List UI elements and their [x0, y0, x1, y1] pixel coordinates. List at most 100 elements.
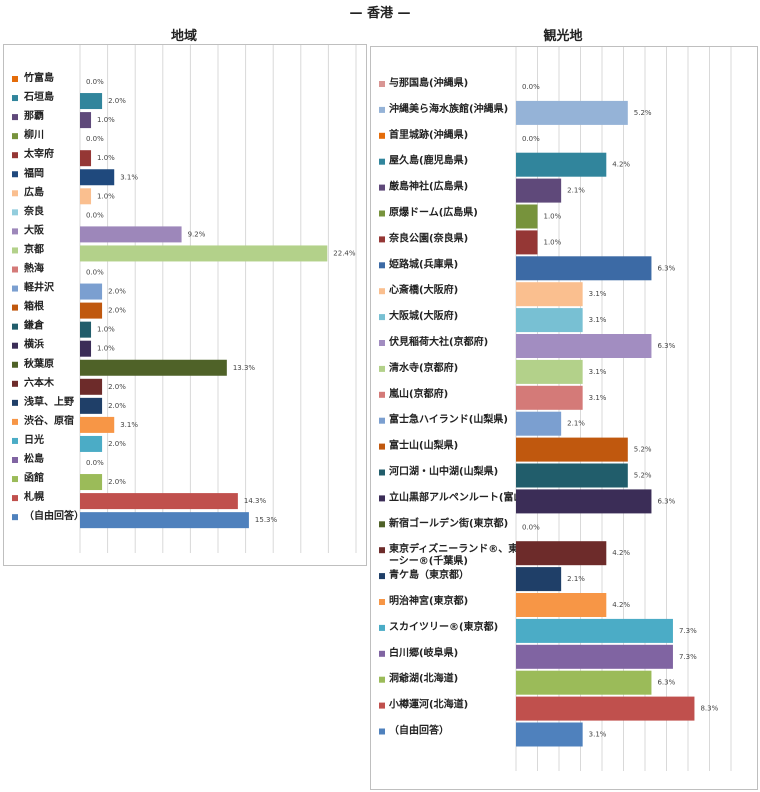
category-label: 秋葉原	[24, 357, 54, 370]
category-label: 浅草、上野	[24, 395, 74, 408]
legend-marker	[379, 340, 385, 346]
category-label: 日光	[24, 433, 44, 446]
value-label: 1.0%	[97, 116, 115, 124]
value-label: 5.2%	[634, 472, 652, 480]
legend-marker	[12, 380, 18, 387]
bar	[516, 100, 628, 125]
legend-marker	[12, 361, 18, 368]
bar	[516, 437, 628, 462]
bar	[516, 618, 673, 643]
bar	[516, 593, 607, 617]
value-label: 2.0%	[108, 288, 126, 296]
value-label: 3.1%	[589, 316, 607, 324]
category-label: 富士山(山梨県)	[389, 439, 458, 452]
category-label: 箱根	[24, 300, 44, 313]
left-chart-frame: 竹富島 0.0% 石垣島 2.0% 那覇 1.0% 柳川 0.0% 太宰府 1.0% 福岡 3.1% 広…	[3, 44, 367, 566]
bar	[516, 696, 695, 721]
value-label: 1.0%	[97, 192, 115, 200]
value-label: 4.2%	[612, 601, 630, 609]
value-label: 1.0%	[544, 213, 562, 221]
legend-marker	[379, 417, 385, 424]
bar	[516, 282, 583, 307]
value-label: 3.1%	[589, 731, 607, 739]
legend-marker	[379, 365, 385, 372]
legend-marker	[12, 133, 18, 140]
legend-marker	[379, 573, 385, 580]
legend-marker	[12, 399, 18, 406]
legend-marker	[379, 262, 385, 269]
category-label: 大阪城(大阪府)	[389, 309, 458, 322]
value-label: 3.1%	[589, 394, 607, 402]
category-label: 心斎橋(大阪府)	[389, 283, 458, 296]
bar	[80, 340, 92, 357]
legend-marker	[379, 210, 385, 217]
legend-marker	[12, 171, 18, 178]
category-label: 富士急ハイランド(山梨県)	[389, 413, 508, 426]
bar	[516, 308, 583, 333]
bar	[516, 204, 538, 229]
category-label: 柳川	[24, 128, 44, 141]
legend-marker	[379, 547, 385, 554]
category-label: 原爆ドーム(広島県)	[389, 206, 478, 219]
legend-marker	[379, 443, 385, 450]
right-chart-frame: 与那国島(沖縄県) 0.0% 沖縄美ら海水族館(沖縄県) 5.2% 首里城跡(沖縄県) 0…	[370, 46, 758, 790]
category-label: 札幌	[23, 490, 44, 503]
category-label: 渋谷、原宿	[24, 414, 74, 427]
value-label: 2.0%	[108, 440, 126, 448]
category-label: 嵐山(京都府)	[389, 387, 448, 400]
bar	[516, 334, 652, 358]
category-label: 石垣島	[23, 90, 54, 103]
bar	[80, 150, 92, 167]
category-label: 軽井沢	[24, 281, 55, 294]
legend-marker	[379, 314, 385, 321]
bar	[80, 397, 103, 414]
legend-marker	[379, 469, 385, 476]
legend-marker	[12, 209, 18, 216]
bar	[516, 489, 652, 514]
value-label: 0.0%	[86, 459, 104, 467]
value-label: 0.0%	[86, 269, 104, 277]
bar	[80, 378, 103, 395]
category-label: 広島	[24, 185, 44, 198]
category-label: 洞爺湖(北海道)	[389, 672, 458, 685]
category-label: 新宿ゴールデン街(東京都)	[389, 516, 508, 529]
left-bar-chart: 竹富島 0.0% 石垣島 2.0% 那覇 1.0% 柳川 0.0% 太宰府 1.0% 福岡 3.1% 広…	[12, 45, 357, 553]
legend-marker	[12, 495, 18, 502]
legend-marker	[379, 158, 385, 165]
legend-marker	[12, 304, 18, 311]
category-label: 沖縄美ら海水族館(沖縄県)	[389, 102, 508, 115]
legend-marker	[12, 323, 18, 330]
value-label: 6.3%	[657, 264, 675, 272]
value-label: 1.0%	[97, 154, 115, 162]
legend-marker	[379, 676, 385, 683]
category-label: 清水寺(京都府)	[389, 361, 458, 374]
legend-marker	[12, 514, 18, 521]
legend-marker	[379, 624, 385, 631]
legend-marker	[12, 228, 18, 235]
legend-marker	[12, 152, 18, 159]
legend-marker	[379, 81, 385, 87]
value-label: 6.3%	[657, 497, 675, 505]
category-label: 横浜	[24, 338, 44, 351]
legend-marker	[379, 599, 385, 605]
category-label: 熱海	[24, 262, 44, 275]
value-label: 2.1%	[567, 420, 585, 428]
value-label: 4.2%	[612, 161, 630, 169]
legend-marker	[379, 521, 385, 528]
legend-marker	[12, 437, 18, 444]
bar	[80, 321, 92, 338]
category-label: 函館	[24, 471, 44, 484]
category-label: 首里城跡(沖縄県)	[389, 128, 468, 141]
value-label: 3.1%	[120, 173, 138, 181]
legend-marker	[12, 114, 18, 121]
category-label: 竹富島	[23, 71, 54, 84]
category-label: 厳島神社(広島県)	[389, 180, 468, 193]
legend-marker	[12, 266, 18, 273]
value-label: 2.0%	[108, 478, 126, 486]
bar	[516, 541, 607, 566]
legend-marker	[379, 391, 385, 398]
value-label: 0.0%	[86, 135, 104, 143]
value-label: 1.0%	[544, 238, 562, 246]
category-label: 与那国島(沖縄県)	[389, 76, 468, 89]
value-label: 2.1%	[567, 187, 585, 195]
